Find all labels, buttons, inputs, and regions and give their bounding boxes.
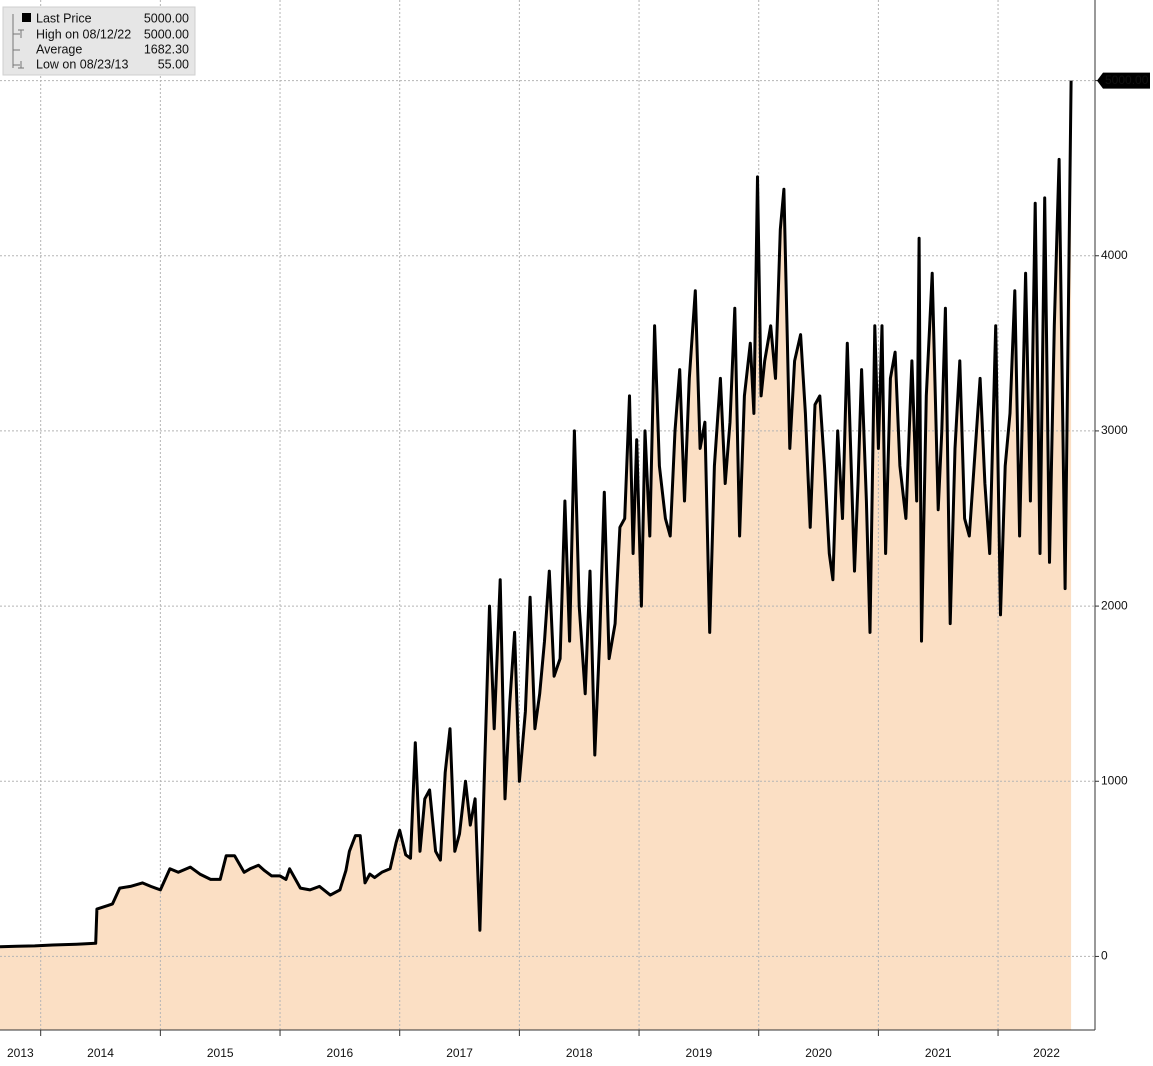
y-tick-label: 4000 [1101,248,1128,262]
legend-value: 5000.00 [144,11,189,25]
legend-value: 1682.30 [144,42,189,56]
x-tick-label: 2013 [7,1046,34,1060]
y-tick-label: 1000 [1101,773,1128,787]
x-tick-label: 2016 [327,1046,354,1060]
y-tick-label: 2000 [1101,598,1128,612]
x-tick-label: 2020 [805,1046,832,1060]
legend-tree [12,14,24,69]
legend-box [2,6,196,76]
legend-value: 55.00 [158,57,189,71]
x-tick-label: 2017 [446,1046,473,1060]
legend-label: Average [36,42,82,56]
y-tick-label: 3000 [1101,423,1128,437]
legend-label: Low on 08/23/13 [36,57,128,71]
x-tick-label: 2022 [1033,1046,1060,1060]
x-tick-label: 2014 [87,1046,114,1060]
x-tick-label: 2019 [686,1046,713,1060]
y-tick-label: 0 [1101,949,1108,963]
legend-swatch [22,13,31,22]
area-fill [0,80,1072,1031]
last-value-box [1097,72,1150,89]
x-tick-label: 2015 [207,1046,234,1060]
x-tick-label: 2021 [925,1046,952,1060]
price-line [0,80,1073,949]
last-value-label: 5000.00 [1105,73,1149,87]
legend-label: High on 08/12/22 [36,27,131,41]
legend: Last Price 5000.00 High on 08/12/22 5000… [2,6,196,76]
plot-area [0,0,1095,1031]
legend-label: Last Price [36,11,92,25]
x-tick-label: 2018 [566,1046,593,1060]
legend-value: 5000.00 [144,27,189,41]
